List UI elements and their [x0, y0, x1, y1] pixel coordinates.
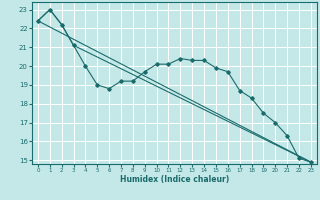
X-axis label: Humidex (Indice chaleur): Humidex (Indice chaleur) — [120, 175, 229, 184]
